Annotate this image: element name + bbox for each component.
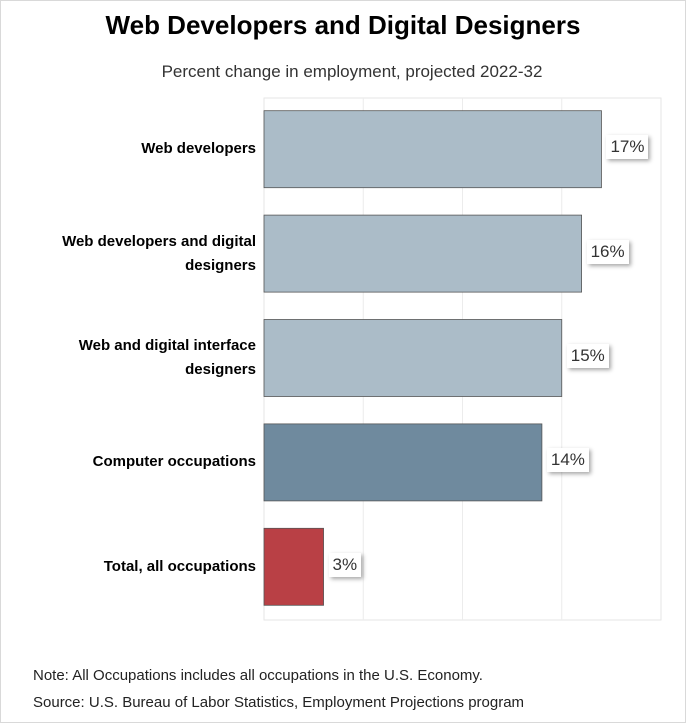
bar-web-developers-and-digital-designers[interactable] xyxy=(263,214,583,293)
value-label: 16% xyxy=(586,239,629,264)
category-label: Computer occupations xyxy=(92,453,256,471)
category-label: Web and digital interface designers xyxy=(78,337,256,378)
value-label: 14% xyxy=(546,448,589,473)
chart-title: Web Developers and Digital Designers xyxy=(105,10,581,40)
bar-total-all-occupations[interactable] xyxy=(263,527,324,606)
category-label: Web developers and digital designers xyxy=(62,232,256,274)
value-label: 3% xyxy=(328,552,362,577)
chart-subtitle: Percent change in employment, projected … xyxy=(161,62,543,81)
value-label: 17% xyxy=(606,135,649,160)
source-text: Source: U.S. Bureau of Labor Statistics,… xyxy=(33,694,525,711)
value-label: 15% xyxy=(566,344,609,368)
bar-web-developers[interactable] xyxy=(263,110,602,189)
category-label: Total, all occupations xyxy=(103,557,256,575)
bar-web-and-digital-interface-designers[interactable] xyxy=(263,319,563,397)
note-text: Note: All Occupations includes all occup… xyxy=(33,667,483,684)
bar-computer-occupations[interactable] xyxy=(263,423,543,502)
category-label: Web developers xyxy=(141,140,256,158)
